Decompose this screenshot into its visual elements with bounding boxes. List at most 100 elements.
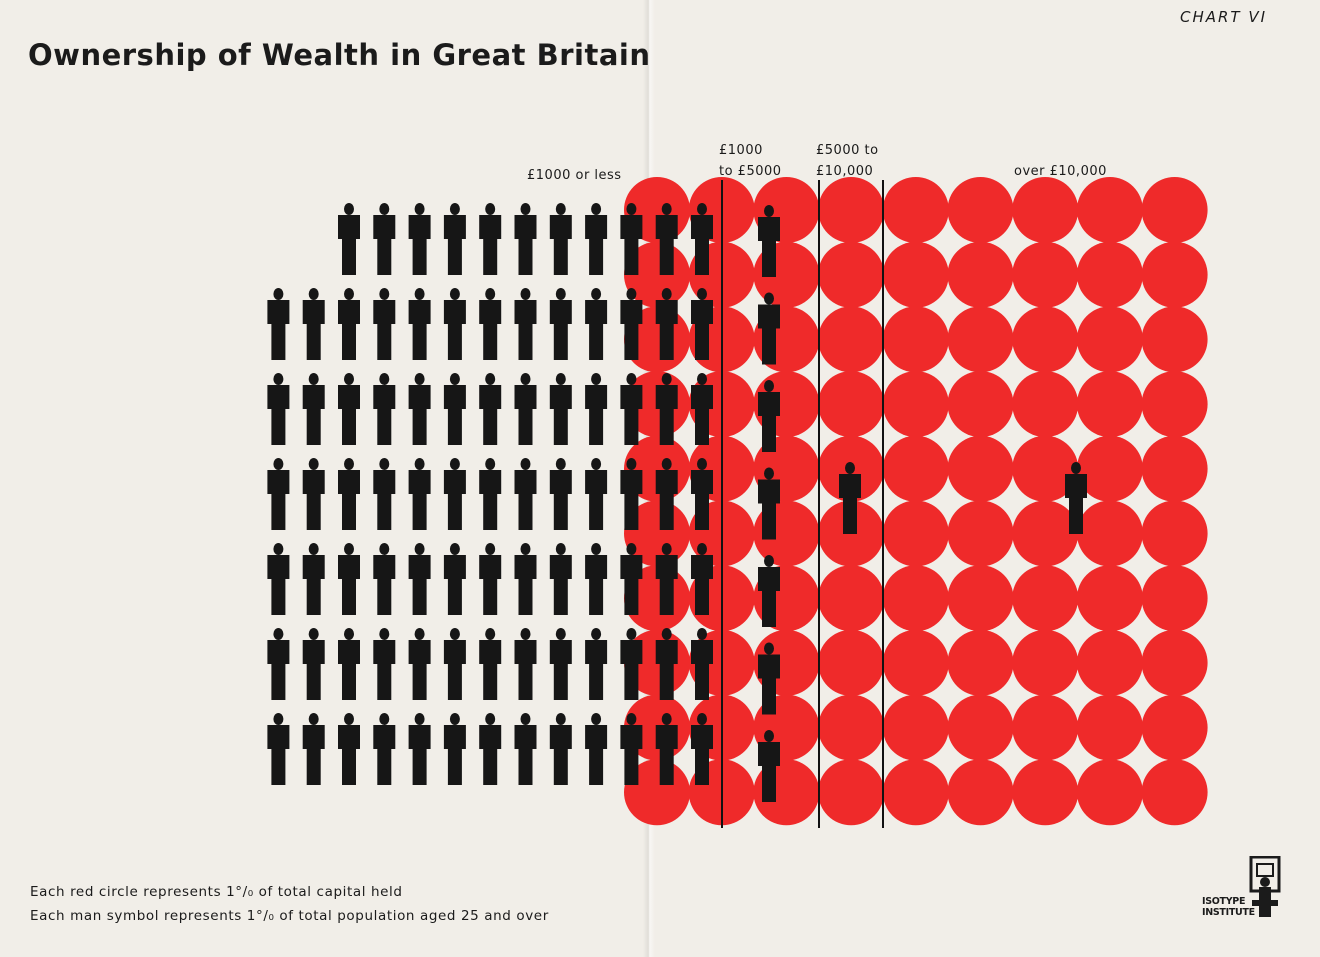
chart-number: CHART VI <box>1180 8 1268 26</box>
population-man-1000-or-less <box>338 203 360 275</box>
population-man-1000-or-less <box>549 628 572 700</box>
population-man-1000-or-less <box>373 373 396 445</box>
population-man-1000-or-less <box>302 543 325 615</box>
population-man-1000-or-less <box>620 203 643 275</box>
population-man-1000-or-less <box>549 458 572 530</box>
capital-circle <box>947 435 1014 502</box>
capital-circle <box>1076 371 1143 438</box>
capital-circle <box>1141 371 1208 438</box>
population-man-1000-or-less <box>620 543 643 615</box>
capital-circle <box>882 371 949 438</box>
population-man-1000-or-less <box>479 543 502 615</box>
population-man-1000-or-less <box>408 458 431 530</box>
population-man-1000-or-less <box>549 543 572 615</box>
population-man-1000-to-5000 <box>758 205 780 277</box>
population-man-1000-or-less <box>655 543 678 615</box>
capital-circle <box>1012 565 1079 632</box>
population-man-1000-to-5000 <box>758 380 780 452</box>
population-man-1000-or-less <box>338 373 360 445</box>
chart-title: Ownership of Wealth in Great Britain <box>28 38 651 72</box>
population-man-1000-or-less <box>267 628 290 700</box>
capital-circle <box>882 629 949 696</box>
category-label-line: over £10,000 <box>1014 164 1107 179</box>
category-label-line: £10,000 <box>816 164 874 179</box>
capital-circle <box>1141 629 1208 696</box>
population-man-1000-or-less <box>479 713 502 785</box>
capital-circle <box>1141 435 1208 502</box>
population-man-1000-or-less <box>585 543 608 615</box>
population-man-1000-or-less <box>691 458 713 530</box>
capital-circle <box>1141 694 1208 761</box>
capital-circle <box>1141 565 1208 632</box>
capital-circle <box>1012 177 1079 243</box>
population-man-1000-or-less <box>338 713 360 785</box>
capital-circle <box>1012 435 1079 502</box>
population-man-1000-or-less <box>585 713 608 785</box>
population-man-1000-or-less <box>302 288 325 360</box>
category-label-1000-or-less: £1000 or less <box>527 165 622 186</box>
capital-circle <box>1076 177 1143 243</box>
population-man-1000-or-less <box>585 288 608 360</box>
capital-circle <box>947 241 1014 308</box>
population-man-1000-or-less <box>443 543 466 615</box>
population-man-over-10000 <box>1065 462 1087 534</box>
population-man-1000-or-less <box>655 458 678 530</box>
capital-circle <box>947 371 1014 438</box>
population-man-1000-or-less <box>338 458 360 530</box>
population-man-1000-or-less <box>408 628 431 700</box>
circle-legend-note: Each red circle represents 1°/₀ of total… <box>30 884 403 900</box>
population-man-1000-or-less <box>691 373 713 445</box>
capital-circle <box>1076 500 1143 567</box>
capital-circle <box>818 371 885 438</box>
capital-circle <box>1141 306 1208 373</box>
population-man-1000-or-less <box>620 288 643 360</box>
capital-circle <box>1012 629 1079 696</box>
capital-circle <box>1141 241 1208 308</box>
population-man-1000-or-less <box>373 288 396 360</box>
capital-circle <box>1076 629 1143 696</box>
population-man-1000-or-less <box>373 203 396 275</box>
capital-circle <box>882 759 949 826</box>
population-man-1000-or-less <box>620 373 643 445</box>
population-man-1000-or-less <box>585 203 608 275</box>
population-man-1000-to-5000 <box>758 292 780 365</box>
population-man-1000-or-less <box>338 543 360 615</box>
capital-circle <box>882 306 949 373</box>
population-man-1000-or-less <box>479 373 502 445</box>
population-man-1000-or-less <box>267 543 290 615</box>
population-man-1000-or-less <box>408 373 431 445</box>
capital-circle <box>947 177 1014 243</box>
capital-circle <box>818 565 885 632</box>
isotype-logo: ISOTYPE INSTITUTE <box>1202 855 1282 926</box>
population-man-1000-or-less <box>655 288 678 360</box>
capital-circle <box>818 241 885 308</box>
population-man-1000-or-less <box>443 713 466 785</box>
population-man-1000-or-less <box>514 713 537 785</box>
capital-circle <box>1141 759 1208 826</box>
population-man-1000-or-less <box>373 543 396 615</box>
capital-circle <box>1076 241 1143 308</box>
population-man-1000-or-less <box>691 628 713 700</box>
population-man-1000-or-less <box>338 288 360 360</box>
population-man-1000-or-less <box>443 458 466 530</box>
population-man-1000-or-less <box>514 288 537 360</box>
capital-circle <box>882 694 949 761</box>
population-man-1000-or-less <box>373 628 396 700</box>
logo-line: INSTITUTE <box>1202 907 1255 918</box>
man-legend-note: Each man symbol represents 1°/₀ of total… <box>30 908 549 924</box>
population-man-1000-or-less <box>479 288 502 360</box>
population-man-5000-to-10000 <box>839 462 861 534</box>
population-man-1000-or-less <box>620 713 643 785</box>
population-man-1000-or-less <box>408 288 431 360</box>
population-man-1000-or-less <box>691 713 713 785</box>
capital-circle <box>818 629 885 696</box>
population-man-1000-or-less <box>443 288 466 360</box>
capital-circle <box>818 306 885 373</box>
population-man-1000-or-less <box>338 628 360 700</box>
population-man-1000-or-less <box>443 628 466 700</box>
capital-circle <box>1076 565 1143 632</box>
population-man-1000-or-less <box>373 713 396 785</box>
population-man-1000-or-less <box>267 288 290 360</box>
population-man-1000-to-5000 <box>758 730 780 802</box>
